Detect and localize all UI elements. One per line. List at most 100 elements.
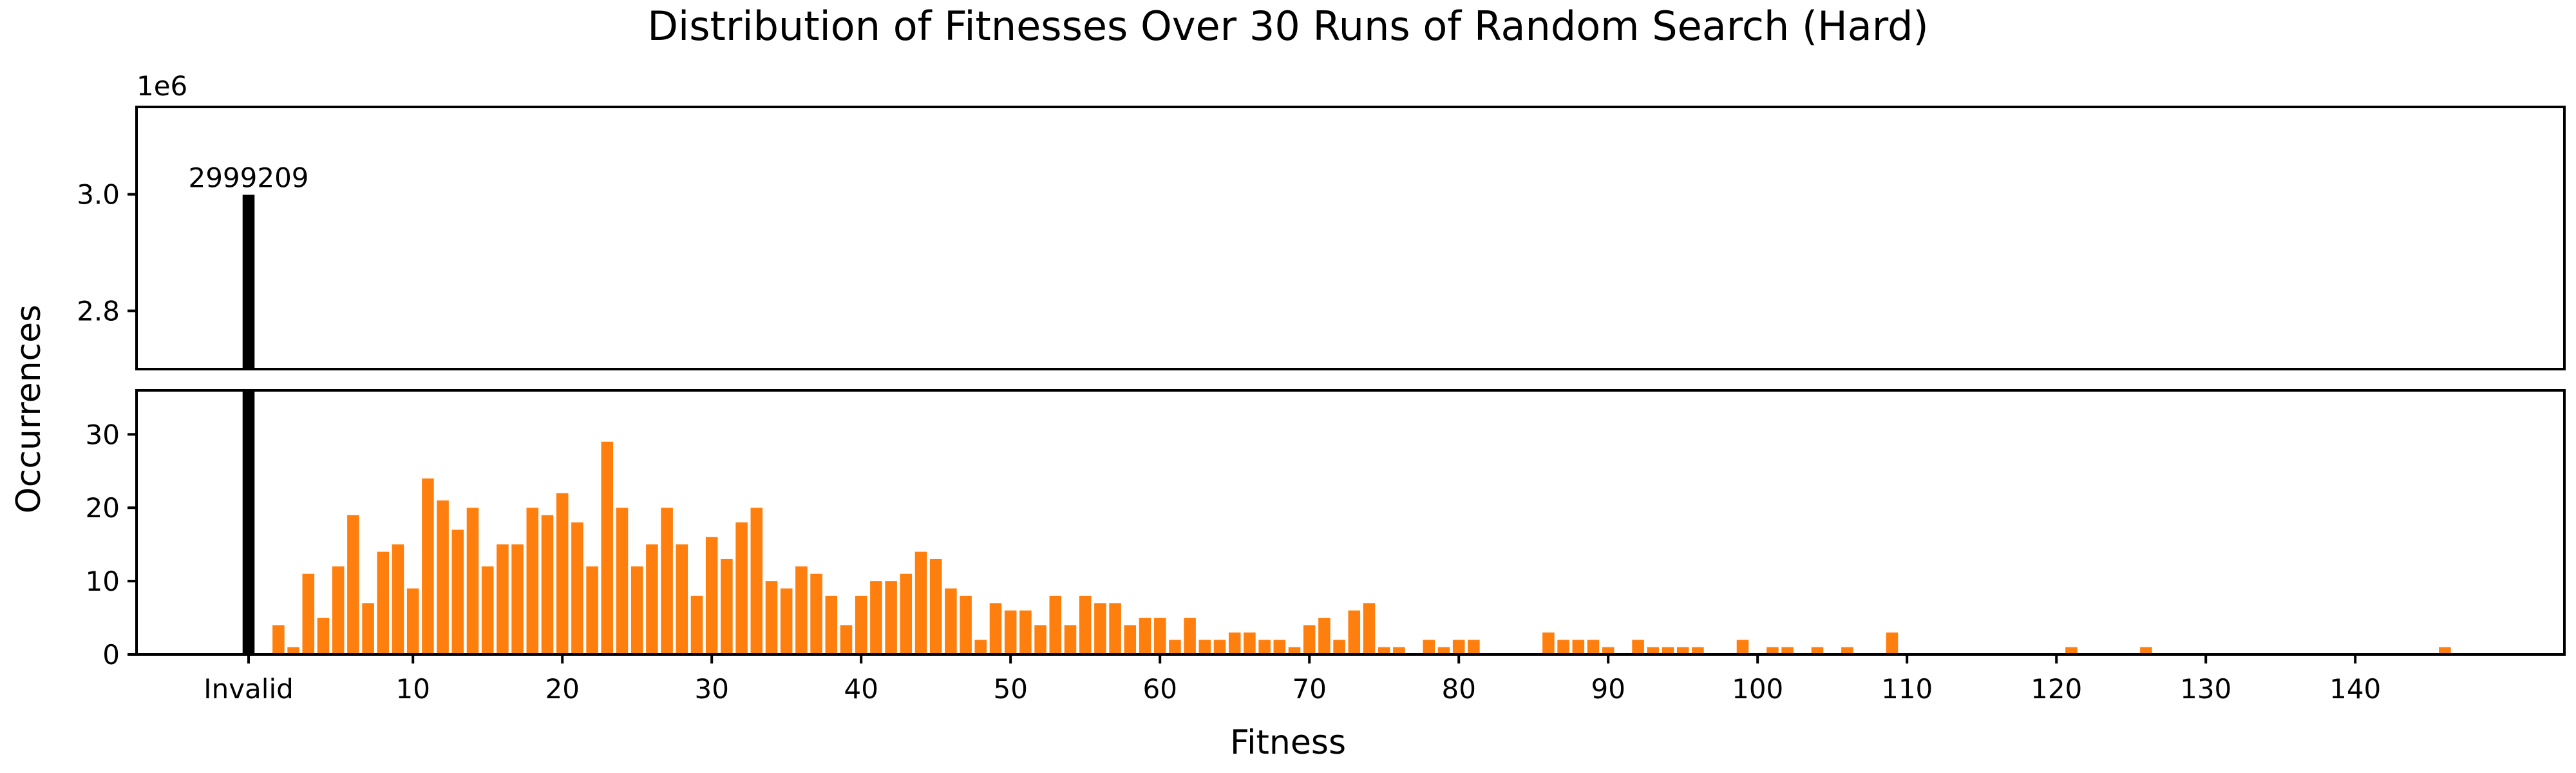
bar-fitness-4 bbox=[302, 573, 315, 654]
bar-fitness-17 bbox=[497, 544, 509, 654]
bar-fitness-28 bbox=[661, 508, 673, 654]
bar-fitness-68 bbox=[1258, 640, 1271, 654]
bar-fitness-11 bbox=[406, 588, 419, 654]
bar-fitness-26 bbox=[630, 566, 643, 654]
bar-fitness-50 bbox=[989, 603, 1002, 654]
bar-fitness-77 bbox=[1393, 647, 1405, 654]
bar-fitness-127 bbox=[2140, 647, 2152, 654]
bar-fitness-71 bbox=[1303, 625, 1316, 654]
bar-fitness-7 bbox=[347, 515, 359, 654]
xtick-label: 100 bbox=[1732, 673, 1783, 705]
xtick-label: 120 bbox=[2031, 673, 2082, 705]
bar-fitness-24 bbox=[601, 441, 614, 654]
xtick-label: 60 bbox=[1142, 673, 1177, 705]
bar-fitness-31 bbox=[705, 537, 718, 654]
y-axis-label: Occurrences bbox=[10, 305, 48, 513]
bar-fitness-19 bbox=[526, 508, 539, 654]
bar-fitness-63 bbox=[1184, 618, 1196, 654]
bar-fitness-44 bbox=[900, 573, 913, 654]
bar-fitness-21 bbox=[556, 493, 569, 654]
bar-invalid-top bbox=[242, 195, 255, 369]
bar-fitness-75 bbox=[1363, 603, 1376, 654]
bar-fitness-61 bbox=[1153, 618, 1166, 654]
bar-fitness-100 bbox=[1736, 640, 1749, 654]
bar-fitness-53 bbox=[1034, 625, 1046, 654]
bar-fitness-93 bbox=[1632, 640, 1644, 654]
bar-fitness-79 bbox=[1423, 640, 1435, 654]
bar-fitness-97 bbox=[1692, 647, 1704, 654]
xtick-label: 20 bbox=[545, 673, 579, 705]
x-axis-label: Fitness bbox=[1230, 723, 1346, 762]
bar-fitness-59 bbox=[1124, 625, 1137, 654]
bar-fitness-22 bbox=[571, 522, 583, 654]
bar-invalid-value-label: 2999209 bbox=[188, 162, 308, 193]
bar-fitness-33 bbox=[735, 522, 748, 654]
bar-fitness-49 bbox=[974, 640, 987, 654]
bar-fitness-20 bbox=[541, 515, 554, 654]
bar-fitness-58 bbox=[1109, 603, 1121, 654]
bar-fitness-60 bbox=[1139, 618, 1151, 654]
bar-fitness-29 bbox=[676, 544, 688, 654]
bar-fitness-8 bbox=[362, 603, 374, 654]
bar-fitness-30 bbox=[690, 595, 703, 654]
bar-fitness-13 bbox=[437, 500, 449, 654]
bar-fitness-38 bbox=[810, 573, 822, 654]
bar-fitness-89 bbox=[1572, 640, 1585, 654]
bar-fitness-74 bbox=[1348, 610, 1361, 654]
bar-fitness-16 bbox=[481, 566, 494, 654]
bar-fitness-147 bbox=[2439, 647, 2451, 654]
bar-fitness-2 bbox=[272, 625, 285, 654]
xtick-label: 30 bbox=[694, 673, 728, 705]
bar-fitness-39 bbox=[825, 595, 838, 654]
bottom-ytick-label: 10 bbox=[86, 566, 120, 597]
xtick-label: 70 bbox=[1292, 673, 1326, 705]
top-panel: 2999209 2.8 3.0 bbox=[77, 106, 2566, 370]
bar-fitness-66 bbox=[1228, 632, 1241, 654]
bar-fitness-81 bbox=[1452, 640, 1465, 654]
bar-fitness-76 bbox=[1378, 647, 1390, 654]
bar-fitness-110 bbox=[1886, 632, 1899, 654]
bar-fitness-64 bbox=[1198, 640, 1211, 654]
bar-fitness-69 bbox=[1273, 640, 1286, 654]
bar-fitness-45 bbox=[914, 551, 927, 654]
bar-fitness-72 bbox=[1318, 618, 1331, 654]
bar-fitness-5 bbox=[317, 618, 330, 654]
xtick-label: 50 bbox=[993, 673, 1027, 705]
bar-fitness-95 bbox=[1662, 647, 1674, 654]
bar-fitness-56 bbox=[1079, 595, 1092, 654]
bar-fitness-34 bbox=[750, 508, 763, 654]
xtick-label: 110 bbox=[1881, 673, 1933, 705]
bar-fitness-40 bbox=[840, 625, 853, 654]
bar-fitness-70 bbox=[1288, 647, 1301, 654]
top-panel-frame bbox=[135, 106, 2566, 370]
top-axis-offset-label: 1e6 bbox=[137, 70, 187, 102]
bar-fitness-46 bbox=[929, 558, 942, 654]
bar-fitness-42 bbox=[870, 581, 882, 654]
bar-fitness-25 bbox=[616, 508, 629, 654]
bar-fitness-12 bbox=[422, 478, 434, 654]
xtick-label: 10 bbox=[395, 673, 430, 705]
bar-fitness-41 bbox=[855, 595, 867, 654]
bar-fitness-82 bbox=[1468, 640, 1480, 654]
xtick-label: 140 bbox=[2329, 673, 2381, 705]
bar-fitness-88 bbox=[1557, 640, 1569, 654]
chart-title: Distribution of Fitnesses Over 30 Runs o… bbox=[647, 3, 1928, 50]
bar-fitness-80 bbox=[1437, 647, 1450, 654]
bottom-ytick-label: 20 bbox=[86, 492, 120, 524]
bottom-panel-frame bbox=[135, 389, 2566, 656]
bar-fitness-37 bbox=[795, 566, 808, 654]
bar-fitness-54 bbox=[1049, 595, 1062, 654]
xtick-label: 90 bbox=[1591, 673, 1625, 705]
bar-fitness-91 bbox=[1602, 647, 1615, 654]
xtick-label: 130 bbox=[2180, 673, 2231, 705]
bar-fitness-94 bbox=[1647, 647, 1660, 654]
xtick-label: 40 bbox=[844, 673, 878, 705]
bar-fitness-32 bbox=[721, 558, 733, 654]
bar-fitness-18 bbox=[511, 544, 524, 654]
bar-fitness-65 bbox=[1213, 640, 1226, 654]
bar-fitness-57 bbox=[1094, 603, 1106, 654]
bar-fitness-51 bbox=[1004, 610, 1017, 654]
top-ytick-label: 3.0 bbox=[77, 179, 120, 211]
bar-fitness-9 bbox=[377, 551, 390, 654]
xtick-label: 80 bbox=[1441, 673, 1475, 705]
